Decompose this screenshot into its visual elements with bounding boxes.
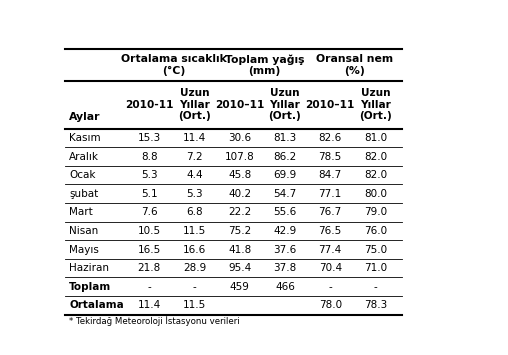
Text: 78.3: 78.3 [364,300,387,310]
Text: 5.3: 5.3 [141,170,157,180]
Text: -: - [373,282,377,292]
Text: 11.4: 11.4 [138,300,161,310]
Text: 7.6: 7.6 [141,207,157,217]
Text: 4.4: 4.4 [186,170,203,180]
Text: 2010-11: 2010-11 [125,100,173,110]
Text: 5.1: 5.1 [141,189,157,199]
Text: 11.4: 11.4 [183,133,206,143]
Text: 466: 466 [275,282,295,292]
Text: 41.8: 41.8 [228,245,251,255]
Text: Uzun
Yıllar
(Ort.): Uzun Yıllar (Ort.) [359,88,392,121]
Text: Nisan: Nisan [69,226,98,236]
Text: 82.0: 82.0 [364,152,387,162]
Text: Mayıs: Mayıs [69,245,99,255]
Text: 71.0: 71.0 [364,263,387,273]
Text: 40.2: 40.2 [228,189,251,199]
Text: Oransal nem
(%): Oransal nem (%) [316,54,393,76]
Text: 21.8: 21.8 [138,263,161,273]
Text: 78.5: 78.5 [319,152,342,162]
Text: Toplam: Toplam [69,282,111,292]
Text: 69.9: 69.9 [273,170,297,180]
Text: Aralık: Aralık [69,152,99,162]
Text: 5.3: 5.3 [186,189,203,199]
Text: * Tekirdağ Meteoroloji İstasyonu verileri: * Tekirdağ Meteoroloji İstasyonu veriler… [69,316,240,326]
Text: 54.7: 54.7 [273,189,297,199]
Text: 2010–11: 2010–11 [305,100,355,110]
Text: 11.5: 11.5 [183,226,206,236]
Text: 78.0: 78.0 [319,300,342,310]
Text: -: - [193,282,196,292]
Text: 8.8: 8.8 [141,152,157,162]
Text: 82.0: 82.0 [364,170,387,180]
Text: 42.9: 42.9 [273,226,297,236]
Text: şubat: şubat [69,189,98,199]
Text: 80.0: 80.0 [364,189,387,199]
Text: 79.0: 79.0 [364,207,387,217]
Text: 37.8: 37.8 [273,263,297,273]
Text: Mart: Mart [69,207,93,217]
Text: Ocak: Ocak [69,170,96,180]
Text: 81.0: 81.0 [364,133,387,143]
Text: Kasım: Kasım [69,133,101,143]
Text: 95.4: 95.4 [228,263,251,273]
Text: 37.6: 37.6 [273,245,297,255]
Text: Uzun
Yıllar
(Ort.): Uzun Yıllar (Ort.) [178,88,211,121]
Text: 77.1: 77.1 [319,189,342,199]
Text: 77.4: 77.4 [319,245,342,255]
Text: 16.5: 16.5 [138,245,161,255]
Text: 76.7: 76.7 [319,207,342,217]
Text: 459: 459 [230,282,249,292]
Text: 75.2: 75.2 [228,226,251,236]
Text: Ortalama: Ortalama [69,300,124,310]
Text: 2010–11: 2010–11 [215,100,264,110]
Text: -: - [328,282,332,292]
Text: 81.3: 81.3 [273,133,297,143]
Text: 76.5: 76.5 [319,226,342,236]
Text: 70.4: 70.4 [319,263,342,273]
Text: 86.2: 86.2 [273,152,297,162]
Text: 75.0: 75.0 [364,245,387,255]
Text: 55.6: 55.6 [273,207,297,217]
Text: Aylar: Aylar [69,112,101,122]
Text: 6.8: 6.8 [186,207,203,217]
Text: Ortalama sıcaklık
(°C): Ortalama sıcaklık (°C) [121,54,227,76]
Text: Uzun
Yıllar
(Ort.): Uzun Yıllar (Ort.) [269,88,301,121]
Text: 7.2: 7.2 [186,152,203,162]
Text: 45.8: 45.8 [228,170,251,180]
Text: Haziran: Haziran [69,263,109,273]
Text: -: - [147,282,151,292]
Text: 76.0: 76.0 [364,226,387,236]
Text: 82.6: 82.6 [319,133,342,143]
Text: 11.5: 11.5 [183,300,206,310]
Text: 10.5: 10.5 [138,226,161,236]
Text: 15.3: 15.3 [138,133,161,143]
Text: 30.6: 30.6 [228,133,251,143]
Text: 107.8: 107.8 [225,152,255,162]
Text: 22.2: 22.2 [228,207,251,217]
Text: 16.6: 16.6 [183,245,206,255]
Text: Toplam yağış
(mm): Toplam yağış (mm) [225,54,304,76]
Text: 84.7: 84.7 [319,170,342,180]
Text: 28.9: 28.9 [183,263,206,273]
